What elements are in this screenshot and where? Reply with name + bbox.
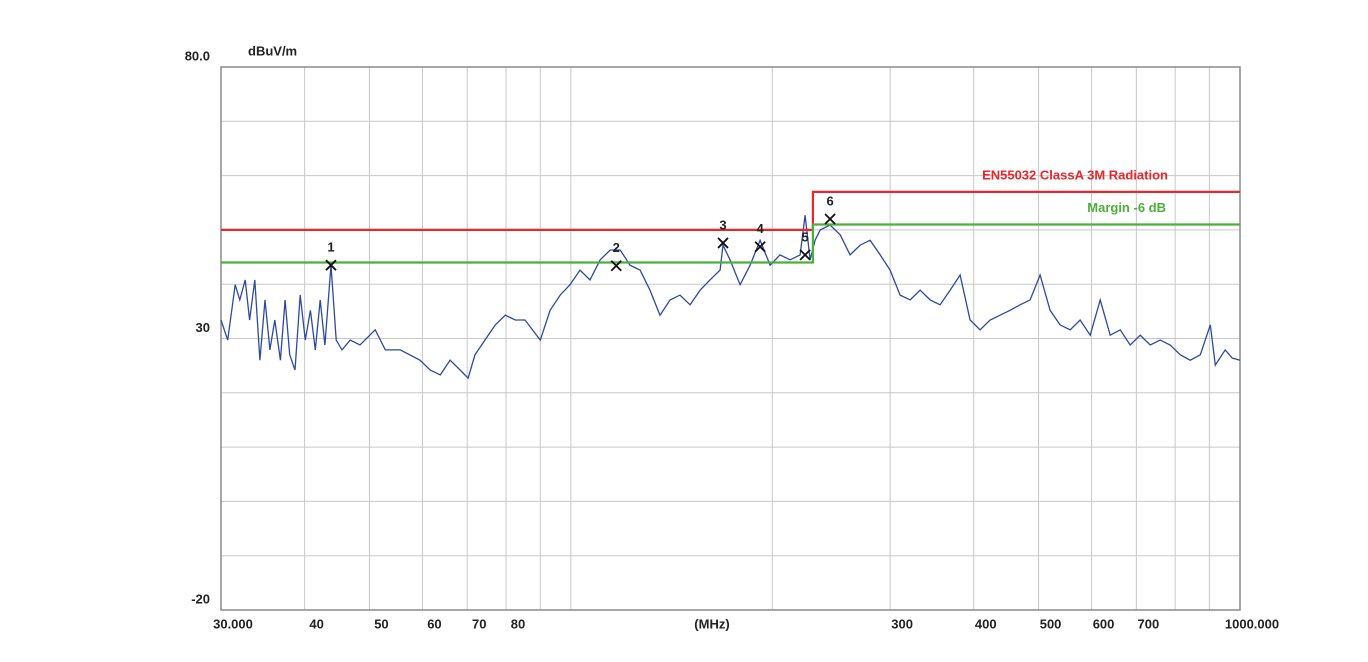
marker-label: 6 bbox=[826, 193, 833, 208]
marker-label: 3 bbox=[719, 217, 726, 232]
marker-label: 1 bbox=[327, 240, 334, 255]
x-tick-label: 40 bbox=[309, 616, 323, 631]
x-tick-label: 300 bbox=[891, 616, 913, 631]
series-line bbox=[221, 190, 1240, 231]
series-line bbox=[220, 215, 1241, 380]
limit-label: EN55032 ClassA 3M Radiation bbox=[982, 167, 1168, 182]
marker bbox=[717, 237, 729, 249]
marker bbox=[799, 249, 811, 261]
marker-label: 5 bbox=[801, 229, 808, 244]
x-axis-label: (MHz) bbox=[694, 616, 729, 631]
x-tick-label: 600 bbox=[1093, 616, 1115, 631]
x-tick-label: 60 bbox=[427, 616, 441, 631]
x-tick-label: 400 bbox=[975, 616, 997, 631]
x-tick-label: 70 bbox=[472, 616, 486, 631]
y-tick-label: 30 bbox=[196, 320, 210, 335]
x-tick-label: 1000.000 bbox=[1225, 616, 1279, 631]
x-tick-label: 500 bbox=[1040, 616, 1062, 631]
marker bbox=[754, 241, 766, 253]
x-tick-label: 30.000 bbox=[213, 616, 253, 631]
marker bbox=[325, 259, 337, 271]
marker bbox=[610, 260, 622, 272]
series-line bbox=[221, 223, 1240, 264]
marker-label: 2 bbox=[613, 240, 620, 255]
x-tick-label: 50 bbox=[374, 616, 388, 631]
y-tick-label: -20 bbox=[191, 591, 210, 606]
y-tick-label: 80.0 bbox=[185, 48, 210, 63]
plot-frame bbox=[220, 66, 1241, 611]
y-unit: dBuV/m bbox=[248, 43, 297, 58]
x-tick-label: 700 bbox=[1137, 616, 1159, 631]
x-tick-label: 80 bbox=[511, 616, 525, 631]
marker-label: 4 bbox=[757, 221, 765, 236]
limit-label: Margin -6 dB bbox=[1087, 200, 1166, 215]
marker bbox=[824, 213, 836, 225]
